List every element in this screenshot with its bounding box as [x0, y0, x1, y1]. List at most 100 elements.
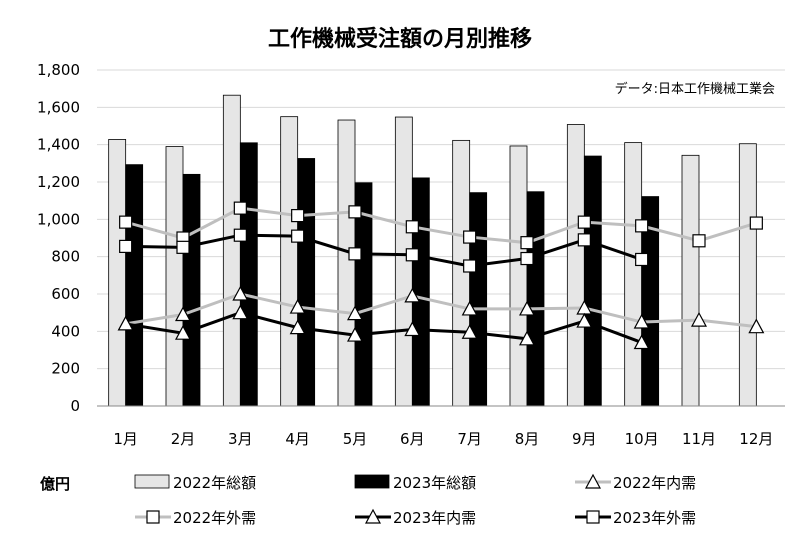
bar [469, 192, 488, 407]
legend-marker [586, 510, 600, 524]
data-point [404, 287, 421, 303]
x-tick-label: 8月 [515, 430, 540, 448]
y-tick-label: 400 [51, 322, 80, 340]
data-point [518, 300, 536, 316]
data-point [520, 251, 534, 266]
y-tick-label: 1,400 [37, 136, 80, 154]
data-point [633, 313, 650, 329]
x-tick-label: 5月 [343, 430, 368, 448]
data-point [348, 247, 362, 261]
data-point [232, 304, 249, 320]
y-tick-label: 1,600 [37, 98, 80, 116]
data-point [117, 315, 134, 331]
data-point [635, 219, 649, 233]
x-axis-ticks: 1月 2月 3月 4月 5月 6月 7月 8月 9月 10月 11月 12月 [113, 430, 773, 448]
bar [297, 158, 316, 407]
y-tick-label: 200 [51, 360, 80, 378]
gridlines [97, 69, 785, 370]
x-tick-label: 10月 [625, 430, 659, 448]
data-point [749, 216, 763, 230]
legend-label: 2023年内需 [393, 509, 476, 527]
x-tick-label: 9月 [572, 430, 597, 448]
data-point [577, 215, 591, 229]
bar [182, 173, 201, 407]
y-tick-label: 600 [51, 285, 80, 303]
x-tick-label: 3月 [228, 430, 253, 448]
bar [681, 154, 700, 407]
x-tick-label: 12月 [739, 430, 773, 448]
data-point [119, 239, 133, 253]
data-point [463, 259, 477, 273]
bar [337, 119, 356, 407]
bar [509, 145, 528, 407]
x-tick-label: 2月 [171, 430, 196, 448]
data-point [404, 321, 421, 337]
legend-label: 2022年内需 [613, 474, 696, 492]
data-point [119, 215, 133, 229]
legend-label: 2023年総額 [393, 474, 476, 492]
y-tick-label: 1,800 [37, 61, 80, 79]
legend-marker [364, 508, 382, 524]
data-point [176, 240, 190, 254]
data-point [405, 220, 419, 234]
y-axis-ticks: 0 200 400 600 800 1,000 1,200 1,400 1,600 1,800 [37, 61, 80, 415]
data-point [233, 201, 247, 215]
chart-title: 工作機械受注額の月別推移 [268, 26, 532, 52]
bar [394, 116, 413, 407]
legend-marker [146, 510, 160, 524]
data-point [461, 324, 478, 339]
data-point [289, 319, 306, 335]
data-point [633, 334, 650, 350]
lines [117, 201, 765, 350]
data-point [289, 298, 306, 314]
data-point [576, 312, 593, 328]
bar [125, 164, 144, 407]
data-point [346, 305, 364, 321]
y-tick-label: 1,200 [37, 173, 80, 191]
data-point [232, 285, 249, 301]
data-point [346, 326, 364, 342]
data-point [520, 236, 534, 250]
data-point [690, 311, 708, 327]
data-point [518, 330, 536, 346]
bar [583, 155, 602, 407]
data-point [577, 233, 591, 247]
y-tick-label: 0 [70, 397, 80, 415]
legend-label: 2023年外需 [613, 509, 696, 527]
legend-label: 2022年総額 [173, 474, 256, 492]
source-note: データ:日本工作機械工業会 [615, 81, 775, 97]
data-point [348, 205, 362, 219]
legend-swatch [134, 474, 170, 489]
bar [222, 94, 241, 407]
series-line [125, 206, 757, 245]
x-tick-label: 7月 [457, 430, 482, 448]
data-point [463, 230, 477, 244]
data-point [174, 324, 192, 340]
bars [108, 94, 757, 407]
x-tick-label: 4月 [285, 430, 310, 448]
data-point [461, 300, 478, 316]
y-tick-label: 800 [51, 248, 80, 266]
x-tick-label: 6月 [400, 430, 425, 448]
bar [452, 139, 471, 407]
data-point [291, 229, 305, 243]
legend-swatch [354, 474, 390, 489]
series-line [125, 292, 757, 329]
bar [411, 177, 430, 407]
bar [280, 116, 299, 407]
data-point [635, 252, 649, 267]
data-point [174, 306, 192, 322]
x-tick-label: 1月 [113, 430, 138, 448]
data-point [233, 228, 247, 242]
data-point [405, 248, 419, 262]
x-tick-label: 11月 [682, 430, 716, 448]
bar [624, 142, 643, 407]
bar [108, 139, 127, 407]
bar [526, 191, 545, 407]
legend: 2022年総額 2023年総額 2022年内需 2022年外需 2023年内需 2023年… [134, 473, 696, 527]
series-line [125, 233, 643, 268]
bar [738, 143, 757, 407]
series-line [125, 311, 643, 344]
data-point [692, 234, 706, 248]
